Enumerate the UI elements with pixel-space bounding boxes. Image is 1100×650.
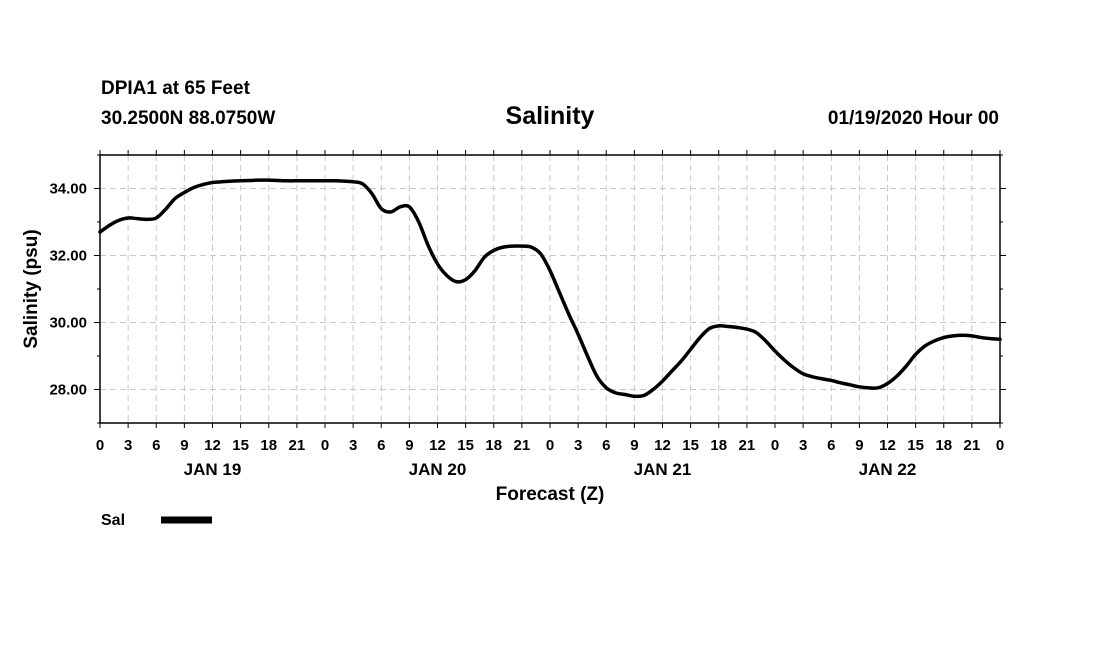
x-tick-label: 21	[739, 437, 756, 454]
x-tick-label: 3	[349, 437, 357, 454]
x-tick-label: 0	[771, 437, 779, 454]
x-tick-label: 12	[204, 437, 221, 454]
x-tick-label: 12	[654, 437, 671, 454]
x-tick-label: 3	[574, 437, 582, 454]
x-tick-labels: 0 3 6 9 12 15 18 21 0 3 6 9 12 15 18 21 0 3 6 9 12 15 18 21 0 3 6 9…	[96, 437, 1004, 454]
x-tick-label: 0	[546, 437, 554, 454]
day-labels: JAN 19 JAN 20 JAN 21 JAN 22	[184, 460, 917, 479]
y-tick-label: 34.00	[49, 181, 87, 198]
grid-lines	[100, 155, 1000, 423]
x-tick-label: 9	[180, 437, 188, 454]
x-tick-label: 9	[630, 437, 638, 454]
x-tick-label: 15	[232, 437, 249, 454]
legend-label-sal: Sal	[101, 512, 125, 529]
station-label: DPIA1 at 65 Feet	[101, 78, 251, 99]
day-label: JAN 21	[634, 460, 692, 479]
x-tick-label: 0	[96, 437, 104, 454]
x-tick-label: 6	[602, 437, 610, 454]
x-tick-label: 12	[879, 437, 896, 454]
y-tick-label: 28.00	[49, 382, 87, 399]
x-tick-label: 15	[907, 437, 924, 454]
x-tick-label: 6	[377, 437, 385, 454]
x-tick-label: 6	[827, 437, 835, 454]
chart-title: Salinity	[506, 102, 595, 130]
x-tick-label: 6	[152, 437, 160, 454]
legend: Sal	[101, 512, 212, 529]
day-label: JAN 20	[409, 460, 467, 479]
x-tick-label: 21	[289, 437, 306, 454]
x-tick-label: 9	[855, 437, 863, 454]
station-coordinates: 30.2500N 88.0750W	[101, 108, 275, 129]
x-axis-label: Forecast (Z)	[496, 484, 605, 505]
x-tick-label: 18	[710, 437, 727, 454]
axis-ticks	[94, 150, 1006, 428]
day-label: JAN 19	[184, 460, 242, 479]
x-tick-label: 15	[682, 437, 699, 454]
x-tick-label: 21	[514, 437, 531, 454]
day-label: JAN 22	[859, 460, 917, 479]
x-tick-label: 18	[260, 437, 277, 454]
plot-frame	[99, 154, 1001, 424]
series-line-sal	[98, 178, 1002, 399]
issue-time: 01/19/2020 Hour 00	[828, 108, 999, 129]
x-tick-label: 18	[935, 437, 952, 454]
y-tick-label: 32.00	[49, 248, 87, 265]
x-tick-label: 3	[124, 437, 132, 454]
y-tick-label: 30.00	[49, 315, 87, 332]
y-axis-label: Salinity (psu)	[21, 229, 42, 348]
x-tick-label: 9	[405, 437, 413, 454]
x-tick-label: 21	[964, 437, 981, 454]
y-tick-labels: 28.00 30.00 32.00 34.00	[49, 181, 87, 399]
x-tick-label: 0	[321, 437, 329, 454]
x-tick-label: 0	[996, 437, 1004, 454]
x-tick-label: 12	[429, 437, 446, 454]
x-tick-label: 18	[485, 437, 502, 454]
x-tick-label: 3	[799, 437, 807, 454]
x-tick-label: 15	[457, 437, 474, 454]
